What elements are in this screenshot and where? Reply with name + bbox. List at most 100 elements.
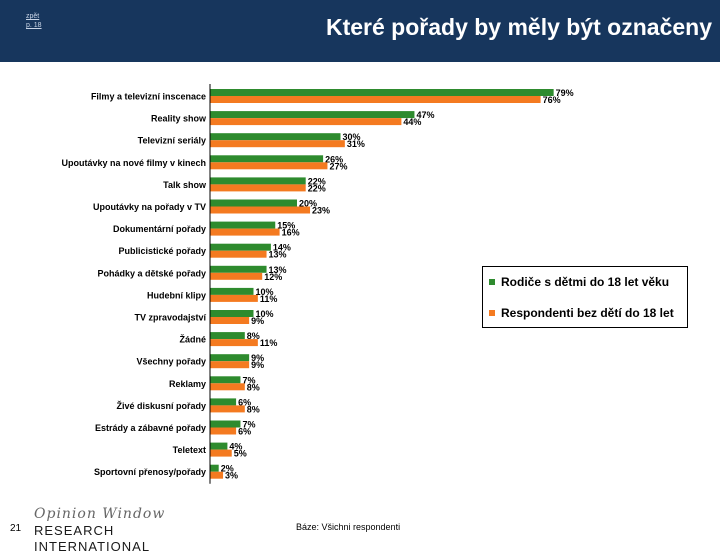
data-label-parents-cat-10: 10% <box>256 309 274 319</box>
category-label-cat-2: Televizní seriály <box>138 136 206 146</box>
data-label-parents-cat-17: 2% <box>221 464 234 474</box>
data-label-nonparents-cat-17: 3% <box>225 471 238 481</box>
legend-label-nonparents: Respondenti bez dětí do 18 let <box>501 306 674 320</box>
data-label-nonparents-cat-6: 16% <box>282 228 300 238</box>
category-label-cat-8: Pohádky a dětské pořady <box>97 268 206 278</box>
data-label-nonparents-cat-14: 8% <box>247 404 260 414</box>
bar-parents-cat-12 <box>210 354 250 362</box>
data-label-nonparents-cat-2: 31% <box>347 139 365 149</box>
bar-nonparents-cat-2 <box>210 140 345 148</box>
data-label-parents-cat-15: 7% <box>242 420 255 430</box>
back-link[interactable]: zpět p. 18 <box>26 12 42 30</box>
bar-parents-cat-2 <box>210 133 341 141</box>
bar-nonparents-cat-15 <box>210 427 237 435</box>
header-band: zpět p. 18 Které pořady by měly být ozna… <box>0 0 720 62</box>
bar-parents-cat-16 <box>210 442 228 450</box>
data-label-nonparents-cat-11: 11% <box>260 338 278 348</box>
base-note: Báze: Všichni respondenti <box>296 522 401 532</box>
category-label-cat-10: TV zpravodajství <box>134 313 206 323</box>
category-label-cat-0: Filmy a televizní inscenace <box>91 92 206 102</box>
legend-swatch-nonparents <box>489 310 495 316</box>
category-label-cat-12: Všechny pořady <box>136 357 206 367</box>
category-label-cat-4: Talk show <box>163 180 207 190</box>
bar-parents-cat-7 <box>210 243 271 251</box>
data-label-nonparents-cat-4: 22% <box>308 183 326 193</box>
bar-parents-cat-14 <box>210 398 237 406</box>
page-number: 21 <box>10 523 22 534</box>
legend-item-nonparents: Respondenti bez dětí do 18 let <box>489 306 674 320</box>
data-label-parents-cat-3: 26% <box>325 154 343 164</box>
bar-parents-cat-5 <box>210 199 297 207</box>
data-label-nonparents-cat-7: 13% <box>269 250 287 260</box>
bar-nonparents-cat-14 <box>210 405 245 413</box>
category-label-cat-17: Sportovní přenosy/pořady <box>94 467 206 477</box>
bar-parents-cat-3 <box>210 155 324 163</box>
logo-main-text: RESEARCH INTERNATIONAL <box>34 523 151 554</box>
category-label-cat-16: Teletext <box>173 445 206 455</box>
bar-nonparents-cat-5 <box>210 206 311 214</box>
category-label-cat-11: Žádné <box>179 334 206 345</box>
data-label-nonparents-cat-1: 44% <box>403 117 421 127</box>
data-label-parents-cat-9: 10% <box>256 287 274 297</box>
bar-parents-cat-17 <box>210 464 219 472</box>
data-label-nonparents-cat-16: 5% <box>234 449 247 459</box>
data-label-nonparents-cat-5: 23% <box>312 206 330 216</box>
category-label-cat-3: Upoutávky na nové filmy v kinech <box>61 158 206 168</box>
bar-nonparents-cat-9 <box>210 294 258 302</box>
bar-parents-cat-11 <box>210 332 245 340</box>
back-link-line1[interactable]: zpět <box>26 13 40 20</box>
bar-nonparents-cat-6 <box>210 228 280 236</box>
data-label-parents-cat-1: 47% <box>416 110 434 120</box>
data-label-nonparents-cat-13: 8% <box>247 382 260 392</box>
data-label-nonparents-cat-0: 76% <box>543 95 561 105</box>
bar-parents-cat-9 <box>210 287 254 295</box>
category-label-cat-6: Dokumentární pořady <box>113 224 206 234</box>
back-link-line2[interactable]: p. 18 <box>26 22 42 29</box>
bar-parents-cat-15 <box>210 420 241 428</box>
company-logo: Opinion Window RESEARCH INTERNATIONAL <box>34 506 214 555</box>
data-label-parents-cat-5: 20% <box>299 199 317 209</box>
data-label-parents-cat-2: 30% <box>343 132 361 142</box>
data-label-parents-cat-4: 22% <box>308 176 326 186</box>
data-label-parents-cat-8: 13% <box>269 265 287 275</box>
bar-parents-cat-8 <box>210 265 267 273</box>
bar-nonparents-cat-11 <box>210 339 258 347</box>
bar-chart: Filmy a televizní inscenace 79%76% Reality… <box>61 84 574 484</box>
data-label-parents-cat-16: 4% <box>229 442 242 452</box>
data-label-parents-cat-13: 7% <box>242 375 255 385</box>
data-label-nonparents-cat-8: 12% <box>264 272 282 282</box>
data-label-nonparents-cat-9: 11% <box>260 294 278 304</box>
legend-label-parents: Rodiče s dětmi do 18 let věku <box>501 275 670 289</box>
bar-nonparents-cat-1 <box>210 118 402 126</box>
bar-nonparents-cat-3 <box>210 162 328 170</box>
bar-nonparents-cat-8 <box>210 272 263 280</box>
category-label-cat-13: Reklamy <box>169 379 206 389</box>
bar-nonparents-cat-17 <box>210 471 224 479</box>
data-label-parents-cat-12: 9% <box>251 353 264 363</box>
data-label-parents-cat-0: 79% <box>556 88 574 98</box>
page-title: Které pořady by měly být označeny <box>325 14 712 40</box>
bar-nonparents-cat-10 <box>210 317 250 324</box>
bar-nonparents-cat-0 <box>210 96 541 103</box>
legend-swatch-parents <box>489 279 495 285</box>
bar-parents-cat-6 <box>210 221 276 229</box>
bar-nonparents-cat-16 <box>210 449 232 457</box>
data-label-nonparents-cat-15: 6% <box>238 427 251 437</box>
category-label-cat-15: Estrády a zábavné pořady <box>95 423 206 433</box>
data-label-nonparents-cat-10: 9% <box>251 316 264 326</box>
legend-item-parents: Rodiče s dětmi do 18 let věku <box>489 275 669 289</box>
data-label-parents-cat-11: 8% <box>247 331 260 341</box>
category-label-cat-9: Hudební klipy <box>147 290 206 300</box>
bar-parents-cat-0 <box>210 89 554 96</box>
bar-nonparents-cat-4 <box>210 184 306 192</box>
data-label-nonparents-cat-3: 27% <box>329 161 347 171</box>
bar-nonparents-cat-13 <box>210 383 245 391</box>
data-label-nonparents-cat-12: 9% <box>251 360 264 370</box>
bar-parents-cat-13 <box>210 376 241 384</box>
logo-script-text: Opinion Window <box>34 506 166 522</box>
bar-parents-cat-1 <box>210 111 415 119</box>
category-label-cat-7: Publicistické pořady <box>118 246 206 256</box>
category-label-cat-14: Živé diskusní pořady <box>116 400 206 411</box>
data-label-parents-cat-14: 6% <box>238 397 251 407</box>
bar-nonparents-cat-7 <box>210 250 267 258</box>
